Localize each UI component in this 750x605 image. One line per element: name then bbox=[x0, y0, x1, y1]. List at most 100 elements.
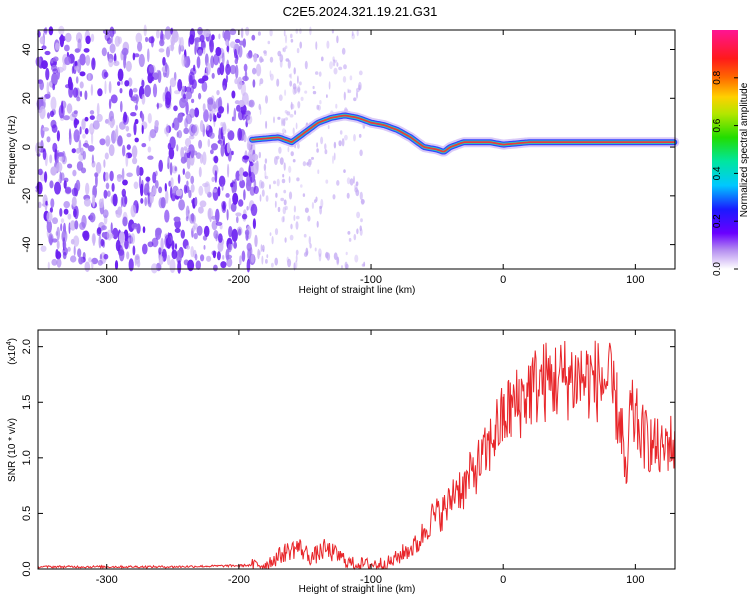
noise-speck bbox=[326, 252, 331, 261]
noise-speck bbox=[260, 244, 263, 252]
noise-speck bbox=[343, 91, 346, 101]
noise-speck bbox=[170, 27, 174, 35]
noise-speck bbox=[238, 228, 242, 236]
noise-speck bbox=[71, 111, 78, 118]
colorbar-ticks: 0.0 0.2 0.4 0.6 0.8 bbox=[712, 70, 738, 276]
noise-speck bbox=[105, 171, 109, 182]
noise-speck bbox=[250, 203, 258, 216]
noise-speck bbox=[309, 243, 312, 249]
noise-speck bbox=[295, 122, 298, 130]
noise-speck bbox=[206, 255, 212, 262]
noise-speck bbox=[157, 70, 162, 83]
noise-speck bbox=[155, 103, 163, 108]
noise-speck bbox=[56, 240, 60, 250]
noise-speck bbox=[288, 74, 291, 78]
noise-speck bbox=[315, 41, 318, 50]
noise-speck bbox=[220, 144, 225, 157]
noise-speck bbox=[262, 248, 265, 253]
noise-speck bbox=[238, 199, 244, 207]
noise-speck bbox=[225, 39, 229, 47]
noise-speck bbox=[134, 253, 141, 265]
noise-speck bbox=[300, 96, 304, 101]
noise-speck bbox=[252, 67, 257, 75]
noise-speck bbox=[316, 148, 319, 153]
noise-speck bbox=[303, 233, 307, 238]
noise-speck bbox=[145, 36, 149, 43]
noise-speck bbox=[300, 184, 303, 188]
noise-speck bbox=[292, 159, 296, 163]
noise-speck bbox=[98, 234, 102, 249]
noise-speck bbox=[341, 47, 346, 55]
noise-speck bbox=[225, 63, 231, 76]
noise-speck bbox=[128, 258, 134, 272]
noise-speck bbox=[99, 253, 103, 260]
noise-speck bbox=[152, 171, 157, 184]
y-tick-label: 0.0 bbox=[21, 561, 33, 576]
noise-speck bbox=[282, 118, 286, 127]
noise-speck bbox=[197, 26, 203, 35]
noise-speck bbox=[232, 192, 239, 205]
noise-speck bbox=[222, 255, 225, 260]
noise-speck bbox=[109, 170, 114, 182]
noise-speck bbox=[248, 99, 255, 108]
noise-speck bbox=[45, 200, 48, 206]
noise-speck bbox=[74, 220, 79, 230]
noise-speck bbox=[264, 158, 268, 164]
noise-speck bbox=[188, 37, 191, 47]
noise-speck bbox=[80, 167, 87, 174]
noise-speck bbox=[173, 216, 181, 222]
spectrogram-y-ticks: -40 -20 0 20 40 bbox=[21, 43, 675, 253]
noise-speck bbox=[180, 146, 185, 159]
noise-speck bbox=[355, 189, 360, 197]
noise-speck bbox=[258, 250, 261, 256]
noise-speck bbox=[169, 77, 177, 88]
noise-speck bbox=[265, 259, 268, 264]
noise-speck bbox=[238, 45, 243, 58]
noise-speck bbox=[51, 72, 58, 86]
noise-speck bbox=[292, 83, 297, 90]
noise-speck bbox=[226, 102, 229, 115]
noise-speck bbox=[263, 50, 267, 54]
colorbar-tick-label: 0.8 bbox=[712, 70, 723, 84]
noise-speck bbox=[276, 155, 280, 160]
noise-speck bbox=[194, 107, 200, 118]
noise-speck bbox=[169, 136, 176, 150]
noise-speck bbox=[345, 263, 349, 269]
noise-speck bbox=[259, 78, 264, 85]
noise-speck bbox=[233, 107, 237, 122]
noise-speck bbox=[40, 245, 47, 252]
noise-speck bbox=[147, 73, 153, 84]
snr-x-ticks: -300 -200 -100 0 100 bbox=[96, 330, 645, 586]
noise-speck bbox=[77, 38, 82, 52]
noise-speck bbox=[324, 143, 327, 150]
noise-speck bbox=[140, 198, 144, 204]
noise-speck bbox=[360, 218, 363, 223]
noise-speck bbox=[341, 138, 345, 147]
noise-speck bbox=[297, 101, 301, 109]
noise-speck bbox=[195, 260, 201, 271]
noise-speck bbox=[168, 44, 175, 51]
noise-speck bbox=[207, 207, 214, 220]
noise-speck bbox=[217, 186, 221, 197]
noise-speck bbox=[359, 149, 363, 157]
noise-speck bbox=[40, 124, 45, 139]
noise-speck bbox=[198, 139, 203, 149]
noise-speck bbox=[58, 178, 61, 183]
noise-speck bbox=[222, 85, 226, 91]
noise-speck bbox=[151, 37, 154, 48]
noise-speck bbox=[131, 145, 138, 159]
colorbar-label: Normalized spectral amplitude bbox=[739, 82, 750, 217]
noise-speck bbox=[263, 163, 267, 172]
noise-speck bbox=[164, 26, 172, 40]
noise-speck bbox=[39, 36, 45, 45]
x-tick-label: -200 bbox=[228, 574, 250, 586]
noise-speck bbox=[166, 254, 171, 266]
noise-speck bbox=[349, 178, 354, 186]
noise-speck bbox=[59, 208, 63, 217]
noise-speck bbox=[339, 130, 343, 135]
noise-speck bbox=[134, 137, 139, 143]
noise-speck bbox=[125, 60, 132, 72]
noise-speck bbox=[231, 228, 238, 242]
noise-speck bbox=[79, 90, 83, 98]
noise-speck bbox=[307, 215, 311, 222]
